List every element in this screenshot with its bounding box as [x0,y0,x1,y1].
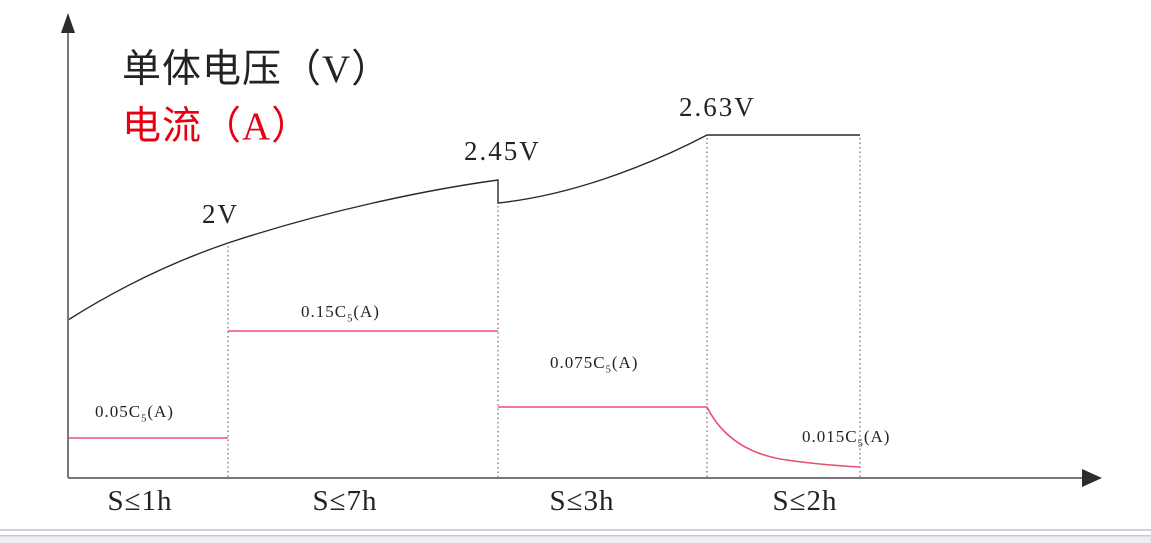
current-annotation-stage2-sub: 5 [347,313,354,325]
bottom-band-edge [0,535,1151,537]
current-curve [68,330,861,468]
current-annotation-stage3-value: 0.075C [550,353,606,372]
current-annotation-stage2-unit: (A) [353,302,380,321]
voltage-annotation-2-63v: 2.63V [679,92,756,122]
x-axis-label-stage1: S≤1h [107,485,173,517]
current-series-title: 电流（A） [122,105,312,148]
x-axis-arrow-icon [1082,469,1102,487]
current-annotation-stage4-sub: 5 [857,438,864,450]
current-annotation-stage2-value: 0.15C [301,302,348,321]
current-annotation-stage4-unit: (A) [863,427,891,446]
current-annotation-stage3: 0.075C5(A) [550,353,638,375]
x-axis-label-stage2: S≤7h [312,485,378,517]
current-annotation-stage3-unit: (A) [611,353,639,372]
current-annotation-stage3-sub: 5 [605,364,612,376]
current-annotation-stage4-value: 0.015C [802,427,858,446]
current-annotation-stage4: 0.015C5(A) [802,427,890,449]
x-axis-label-stage4: S≤2h [772,485,838,517]
bottom-band [0,536,1151,543]
y-axis-arrow-icon [61,13,75,33]
current-annotation-stage1-unit: (A) [147,402,174,421]
voltage-curve [67,134,860,321]
x-axis-label-stage3: S≤3h [549,485,615,517]
voltage-series-title: 单体电压（V） [122,48,392,91]
bottom-divider-line [0,529,1151,531]
voltage-annotation-2-45v: 2.45V [464,136,541,166]
current-annotation-stage2: 0.15C5(A) [301,302,380,324]
voltage-annotation-2v: 2V [202,199,239,229]
current-annotation-stage1: 0.05C5(A) [95,402,174,424]
current-annotation-stage1-sub: 5 [141,413,148,425]
current-annotation-stage1-value: 0.05C [95,402,142,421]
